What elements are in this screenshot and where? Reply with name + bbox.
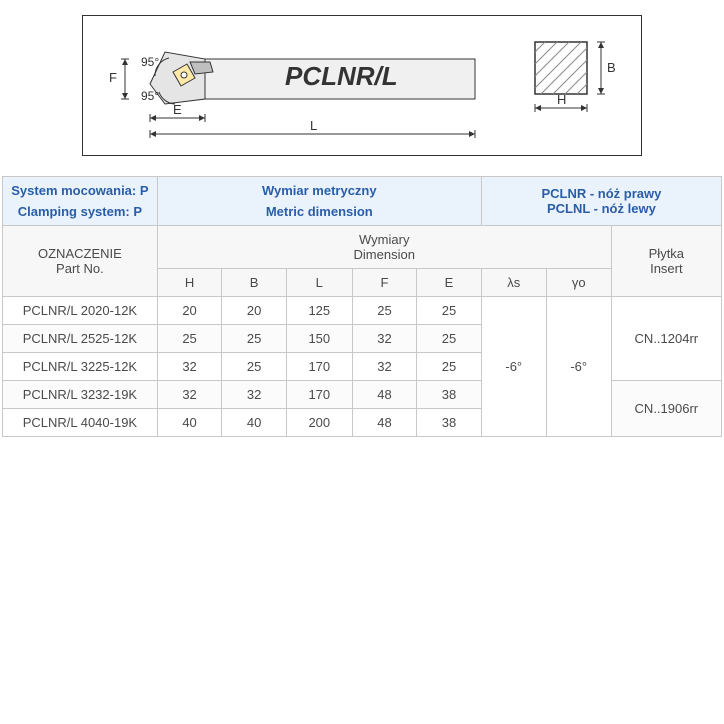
cell-insert-1: CN..1204rr (611, 297, 721, 381)
cell-B: 40 (222, 409, 287, 437)
cell-B: 20 (222, 297, 287, 325)
part-pl: OZNACZENIE (11, 246, 149, 261)
cell-part: PCLNR/L 3232-19K (3, 381, 158, 409)
insert-en: Insert (620, 261, 713, 276)
col-partno: OZNACZENIE Part No. (3, 226, 158, 297)
angle-1: 95° (141, 55, 159, 69)
cell-E: 38 (417, 381, 482, 409)
cell-F: 48 (352, 409, 417, 437)
cell-L: 150 (286, 325, 352, 353)
cell-H: 20 (157, 297, 222, 325)
insert-pl: Płytka (620, 246, 713, 261)
hdr-dim-pl: Wymiar metryczny (166, 183, 473, 198)
cell-H: 25 (157, 325, 222, 353)
cell-part: PCLNR/L 2525-12K (3, 325, 158, 353)
dim-H: H (557, 92, 566, 107)
cell-B: 25 (222, 353, 287, 381)
dims-pl: Wymiary (166, 232, 603, 247)
dim-E: E (173, 102, 182, 117)
cell-B: 32 (222, 381, 287, 409)
hdr-dim-en: Metric dimension (166, 204, 473, 219)
cell-E: 25 (417, 325, 482, 353)
tool-diagram-svg: 95° 95° PCLNR/L F E L (95, 24, 629, 144)
col-L: L (286, 269, 352, 297)
table-row: PCLNR/L 3232-19K 32 32 170 48 38 CN..190… (3, 381, 722, 409)
cell-F: 25 (352, 297, 417, 325)
cell-F: 32 (352, 353, 417, 381)
cell-L: 170 (286, 381, 352, 409)
col-B: B (222, 269, 287, 297)
dims-en: Dimension (166, 247, 603, 262)
hdr-sys-en: Clamping system: P (11, 204, 149, 219)
cell-F: 32 (352, 325, 417, 353)
cell-L: 125 (286, 297, 352, 325)
hdr-sys-pl: System mocowania: P (11, 183, 149, 198)
hdr-right: PCLNR - nóż prawy (490, 186, 713, 201)
hdr-type: PCLNR - nóż prawy PCLNL - nóż lewy (481, 177, 721, 226)
cell-H: 32 (157, 353, 222, 381)
dim-L: L (310, 118, 317, 133)
angle-2: 95° (141, 89, 159, 103)
hdr-left: PCLNL - nóż lewy (490, 201, 713, 216)
cell-gamma: -6° (546, 297, 611, 437)
hdr-metric: Wymiar metryczny Metric dimension (157, 177, 481, 226)
col-H: H (157, 269, 222, 297)
technical-diagram: 95° 95° PCLNR/L F E L (82, 15, 642, 156)
cell-E: 38 (417, 409, 482, 437)
cell-E: 25 (417, 297, 482, 325)
cell-E: 25 (417, 353, 482, 381)
cell-part: PCLNR/L 4040-19K (3, 409, 158, 437)
col-gamma: γo (546, 269, 611, 297)
spec-table: System mocowania: P Clamping system: P W… (2, 176, 722, 437)
col-insert: Płytka Insert (611, 226, 721, 297)
col-lambda: λs (481, 269, 546, 297)
cell-insert-2: CN..1906rr (611, 381, 721, 437)
col-E: E (417, 269, 482, 297)
dim-F: F (109, 70, 117, 85)
cell-L: 170 (286, 353, 352, 381)
cell-F: 48 (352, 381, 417, 409)
diagram-title: PCLNR/L (285, 61, 398, 91)
part-en: Part No. (11, 261, 149, 276)
dim-B: B (607, 60, 616, 75)
cell-part: PCLNR/L 2020-12K (3, 297, 158, 325)
cell-H: 40 (157, 409, 222, 437)
cell-H: 32 (157, 381, 222, 409)
col-F: F (352, 269, 417, 297)
cell-lambda: -6° (481, 297, 546, 437)
table-row: PCLNR/L 2020-12K 20 20 125 25 25 -6° -6°… (3, 297, 722, 325)
hdr-system: System mocowania: P Clamping system: P (3, 177, 158, 226)
cell-B: 25 (222, 325, 287, 353)
col-dimensions: Wymiary Dimension (157, 226, 611, 269)
cell-L: 200 (286, 409, 352, 437)
cell-part: PCLNR/L 3225-12K (3, 353, 158, 381)
